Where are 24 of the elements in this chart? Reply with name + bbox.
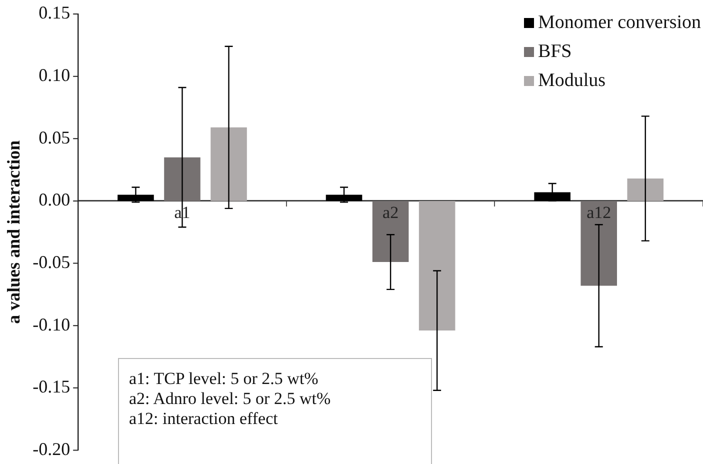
y-tick-label: -0.05 [32,252,70,272]
bar [580,200,617,286]
x-tick-label: a12 [586,202,612,222]
annotation: a12: interaction effect [129,409,279,429]
bar [418,200,456,331]
y-tick-label: -0.10 [32,314,70,334]
bar [210,127,247,201]
annotation: a2: Adnro level: 5 or 2.5 wt% [129,389,332,409]
y-tick-label: -0.15 [32,376,70,397]
legend-label: Modulus [538,69,606,93]
y-tick-label: 0.10 [38,65,70,86]
bar [627,178,664,201]
text-box: a1: TCP level: 5 or 2.5 wt% a2: Adnro level: 5 or 2.5 wt% a12: interaction effect [118,358,432,464]
y-axis-title: a values and interaction [3,140,24,324]
annotation: a1: TCP level: 5 or 2.5 wt% [129,369,320,389]
legend-label: Monomer conversion [538,11,701,35]
y-tick-label: 0.15 [38,2,70,23]
y-tick-label: 0.00 [38,190,70,210]
x-tick-label: a2 [382,202,399,222]
bar [164,157,200,201]
legend-label: BFS [538,40,572,64]
y-tick-label: -0.20 [32,438,70,459]
bar [372,200,409,262]
y-tick-label: 0.05 [38,127,70,148]
